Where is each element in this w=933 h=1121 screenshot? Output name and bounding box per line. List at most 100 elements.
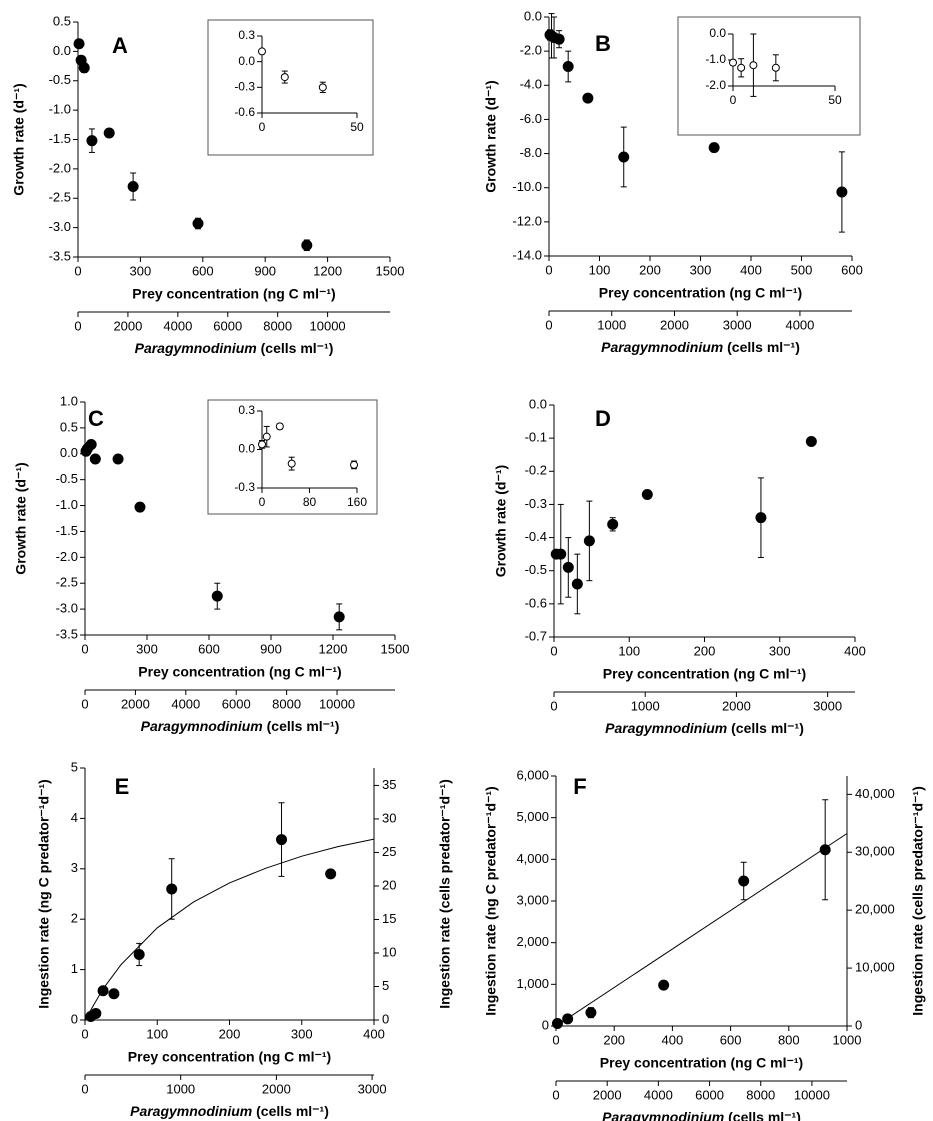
x2-title-italic: Paragymnodinium xyxy=(601,339,723,355)
point xyxy=(258,47,266,56)
x2-axis-title: Paragymnodinium (cells ml⁻¹) xyxy=(141,718,340,734)
point xyxy=(287,459,296,468)
panel-label: A xyxy=(112,33,128,58)
x2-tick-label: 0 xyxy=(81,1081,88,1096)
x-tick-label: 600 xyxy=(192,263,214,278)
x-tick-label: 900 xyxy=(254,263,276,278)
panel-label: C xyxy=(88,406,104,431)
y-tick-label: -12.0 xyxy=(512,213,542,228)
x2-tick-label: 6000 xyxy=(222,696,251,711)
point xyxy=(301,239,313,251)
y-tick-label: 0.0 xyxy=(53,43,71,58)
x2-title-italic: Paragymnodinium xyxy=(141,718,263,734)
x2-tick-label: 2000 xyxy=(593,1087,622,1102)
y-axis-title: Growth rate (d⁻¹) xyxy=(13,462,29,574)
point xyxy=(708,142,720,154)
x-tick-label: 1500 xyxy=(376,263,405,278)
point xyxy=(571,578,583,590)
x-axis-title: Prey concentration (ng C ml⁻¹) xyxy=(603,666,806,682)
x2-tick-label: 4000 xyxy=(785,317,814,332)
point xyxy=(553,33,565,45)
point xyxy=(819,844,831,856)
x-tick-label: 600 xyxy=(720,1032,742,1047)
x2-tick-label: 10000 xyxy=(319,696,355,711)
y-tick-label: -0.5 xyxy=(525,562,547,577)
point xyxy=(333,611,345,623)
y2-tick-label: 5 xyxy=(382,978,389,993)
y-tick-label: -2.0 xyxy=(56,549,78,564)
x2-axis-title: Paragymnodinium (cells ml⁻¹) xyxy=(135,340,334,356)
y-tick-label: -0.2 xyxy=(525,463,547,478)
x2-axis-title: Paragymnodinium (cells ml⁻¹) xyxy=(605,720,804,736)
y-tick-label: -0.7 xyxy=(525,628,547,643)
x-tick-label: 600 xyxy=(841,262,863,277)
point xyxy=(134,501,146,513)
x-tick-label: 0 xyxy=(730,93,737,107)
x2-title-rest: (cells ml⁻¹) xyxy=(731,720,804,736)
y-tick-label: -0.4 xyxy=(525,529,547,544)
x-tick-label: 0 xyxy=(552,1032,559,1047)
y-tick-label: -2.0 xyxy=(49,160,71,175)
x-axis-title: Prey concentration (ng C ml⁻¹) xyxy=(138,664,341,680)
point xyxy=(108,988,120,1000)
point xyxy=(133,948,145,960)
point xyxy=(86,135,98,147)
x2-axis-title: Paragymnodinium (cells ml⁻¹) xyxy=(602,1109,801,1121)
point xyxy=(280,73,289,82)
x-tick-label: 300 xyxy=(130,263,152,278)
x2-title-italic: Paragymnodinium xyxy=(605,720,727,736)
x-tick-label: 400 xyxy=(844,643,866,658)
x2-tick-label: 6000 xyxy=(695,1087,724,1102)
y-tick-label: 1.0 xyxy=(60,393,78,408)
y-tick-label: 2,000 xyxy=(516,934,549,949)
point xyxy=(658,979,670,991)
inset-frame xyxy=(677,16,861,136)
y-axis-title: Ingestion rate (ng C predator⁻¹d⁻¹) xyxy=(36,779,52,1008)
x2-tick-label: 0 xyxy=(550,698,557,713)
y-axis-title: Growth rate (d⁻¹) xyxy=(493,465,509,577)
x-tick-label: 1200 xyxy=(319,641,348,656)
point xyxy=(112,453,124,465)
point xyxy=(192,218,204,230)
y-tick-label: 0.0 xyxy=(238,54,255,68)
y-tick-label: 0.0 xyxy=(524,8,542,23)
point xyxy=(350,460,359,469)
y-tick-label: -10.0 xyxy=(512,179,542,194)
x-tick-label: 300 xyxy=(136,641,158,656)
x-tick-label: 50 xyxy=(828,93,842,107)
x-tick-label: 0 xyxy=(550,643,557,658)
point xyxy=(325,868,337,880)
x-tick-label: 0 xyxy=(259,495,266,509)
x-tick-label: 200 xyxy=(639,262,661,277)
x2-tick-label: 0 xyxy=(74,318,81,333)
x-tick-label: 500 xyxy=(791,262,813,277)
x-tick-label: 300 xyxy=(769,643,791,658)
y-tick-label: 0.3 xyxy=(238,28,255,42)
point xyxy=(737,63,746,72)
y-tick-label: -0.1 xyxy=(525,430,547,445)
y-tick-label: 0.0 xyxy=(238,442,255,456)
y-tick-label: -8.0 xyxy=(520,145,542,160)
y-tick-label: 0 xyxy=(542,1017,549,1032)
x2-title-rest: (cells ml⁻¹) xyxy=(256,1103,329,1119)
y2-axis-title: Ingestion rate (cells predator⁻¹d⁻¹) xyxy=(910,786,926,1015)
x-axis-title: Prey concentration (ng C ml⁻¹) xyxy=(599,285,802,301)
point xyxy=(585,1007,597,1019)
y-tick-label: -1.0 xyxy=(56,497,78,512)
y-tick-label: 0.0 xyxy=(709,26,726,40)
x2-tick-label: 3000 xyxy=(723,317,752,332)
point xyxy=(90,1007,102,1019)
point xyxy=(85,438,97,450)
point xyxy=(607,518,619,530)
x2-tick-label: 2000 xyxy=(722,698,751,713)
point xyxy=(771,63,780,72)
x2-title-rest: (cells ml⁻¹) xyxy=(728,1109,801,1121)
y-tick-label: 0.0 xyxy=(529,396,547,411)
y-tick-label: 2 xyxy=(71,911,78,926)
y2-tick-label: 10 xyxy=(382,944,396,959)
y-tick-label: 0 xyxy=(71,1011,78,1026)
x-tick-label: 600 xyxy=(198,641,220,656)
y-tick-label: 5 xyxy=(71,759,78,774)
x2-title-rest: (cells ml⁻¹) xyxy=(261,340,334,356)
